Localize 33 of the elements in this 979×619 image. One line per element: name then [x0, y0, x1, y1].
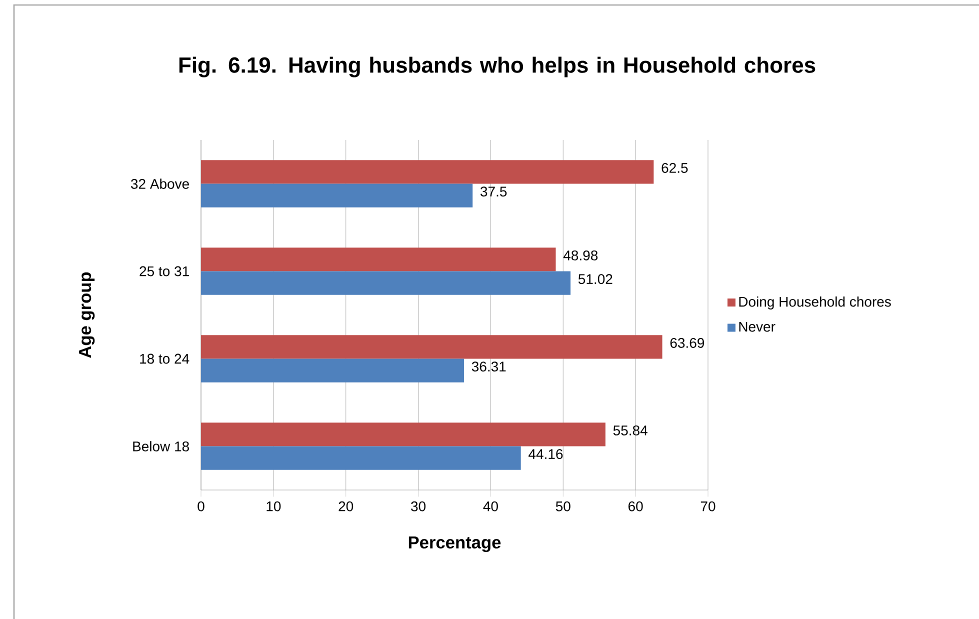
bar — [201, 358, 464, 382]
data-label: 62.5 — [662, 162, 688, 173]
bar — [201, 160, 654, 184]
x-tick-label: 60 — [628, 501, 643, 512]
y-axis-title: Age group — [79, 272, 95, 358]
data-label: 48.98 — [563, 250, 598, 260]
bar — [201, 184, 473, 208]
data-label: 51.02 — [578, 274, 612, 284]
bar — [201, 271, 571, 295]
data-label: 55.84 — [613, 425, 648, 436]
x-tick-label: 0 — [198, 501, 204, 512]
data-label: 36.31 — [472, 362, 506, 372]
legend-label: Never — [739, 322, 776, 332]
x-tick-label: 50 — [556, 501, 570, 512]
bar — [201, 446, 521, 470]
x-tick-label: 40 — [483, 501, 498, 512]
x-tick-label: 30 — [411, 501, 426, 512]
y-tick-label: Below 18 — [133, 441, 189, 452]
chart-title: Fig. 6.19. Having husbands who helps in Household chores — [179, 56, 816, 78]
x-tick-label: 20 — [338, 501, 354, 512]
bar — [201, 248, 556, 272]
data-label: 37.5 — [480, 186, 507, 197]
y-tick-label: 32 Above — [130, 178, 189, 189]
bar — [201, 422, 606, 446]
y-tick-label: 25 to 31 — [140, 266, 189, 276]
y-tick-label: 18 to 24 — [140, 354, 190, 364]
x-tick-label: 70 — [700, 501, 716, 512]
data-label: 63.69 — [670, 338, 704, 348]
data-label: 44.16 — [528, 449, 563, 460]
legend-label: Doing Household chores — [739, 296, 891, 310]
x-tick-label: 10 — [266, 501, 281, 512]
x-axis-title: Percentage — [408, 536, 501, 552]
bar — [201, 335, 662, 359]
